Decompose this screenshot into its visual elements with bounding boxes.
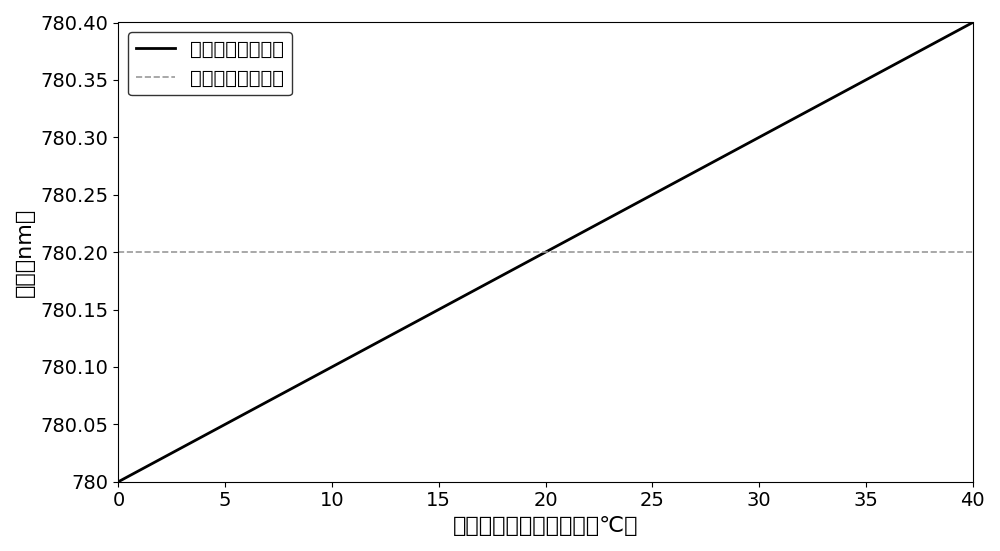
- Y-axis label: 波长（nm）: 波长（nm）: [15, 208, 35, 297]
- 原子吸收中心波长: [112, 249, 124, 256]
- Legend: 入射激光中心波长, 原子吸收中心波长: 入射激光中心波长, 原子吸收中心波长: [128, 32, 292, 95]
- 原子吸收中心波长: [134, 249, 146, 256]
- X-axis label: 体布拉格光栌加热温升（℃）: 体布拉格光栌加热温升（℃）: [453, 516, 638, 536]
